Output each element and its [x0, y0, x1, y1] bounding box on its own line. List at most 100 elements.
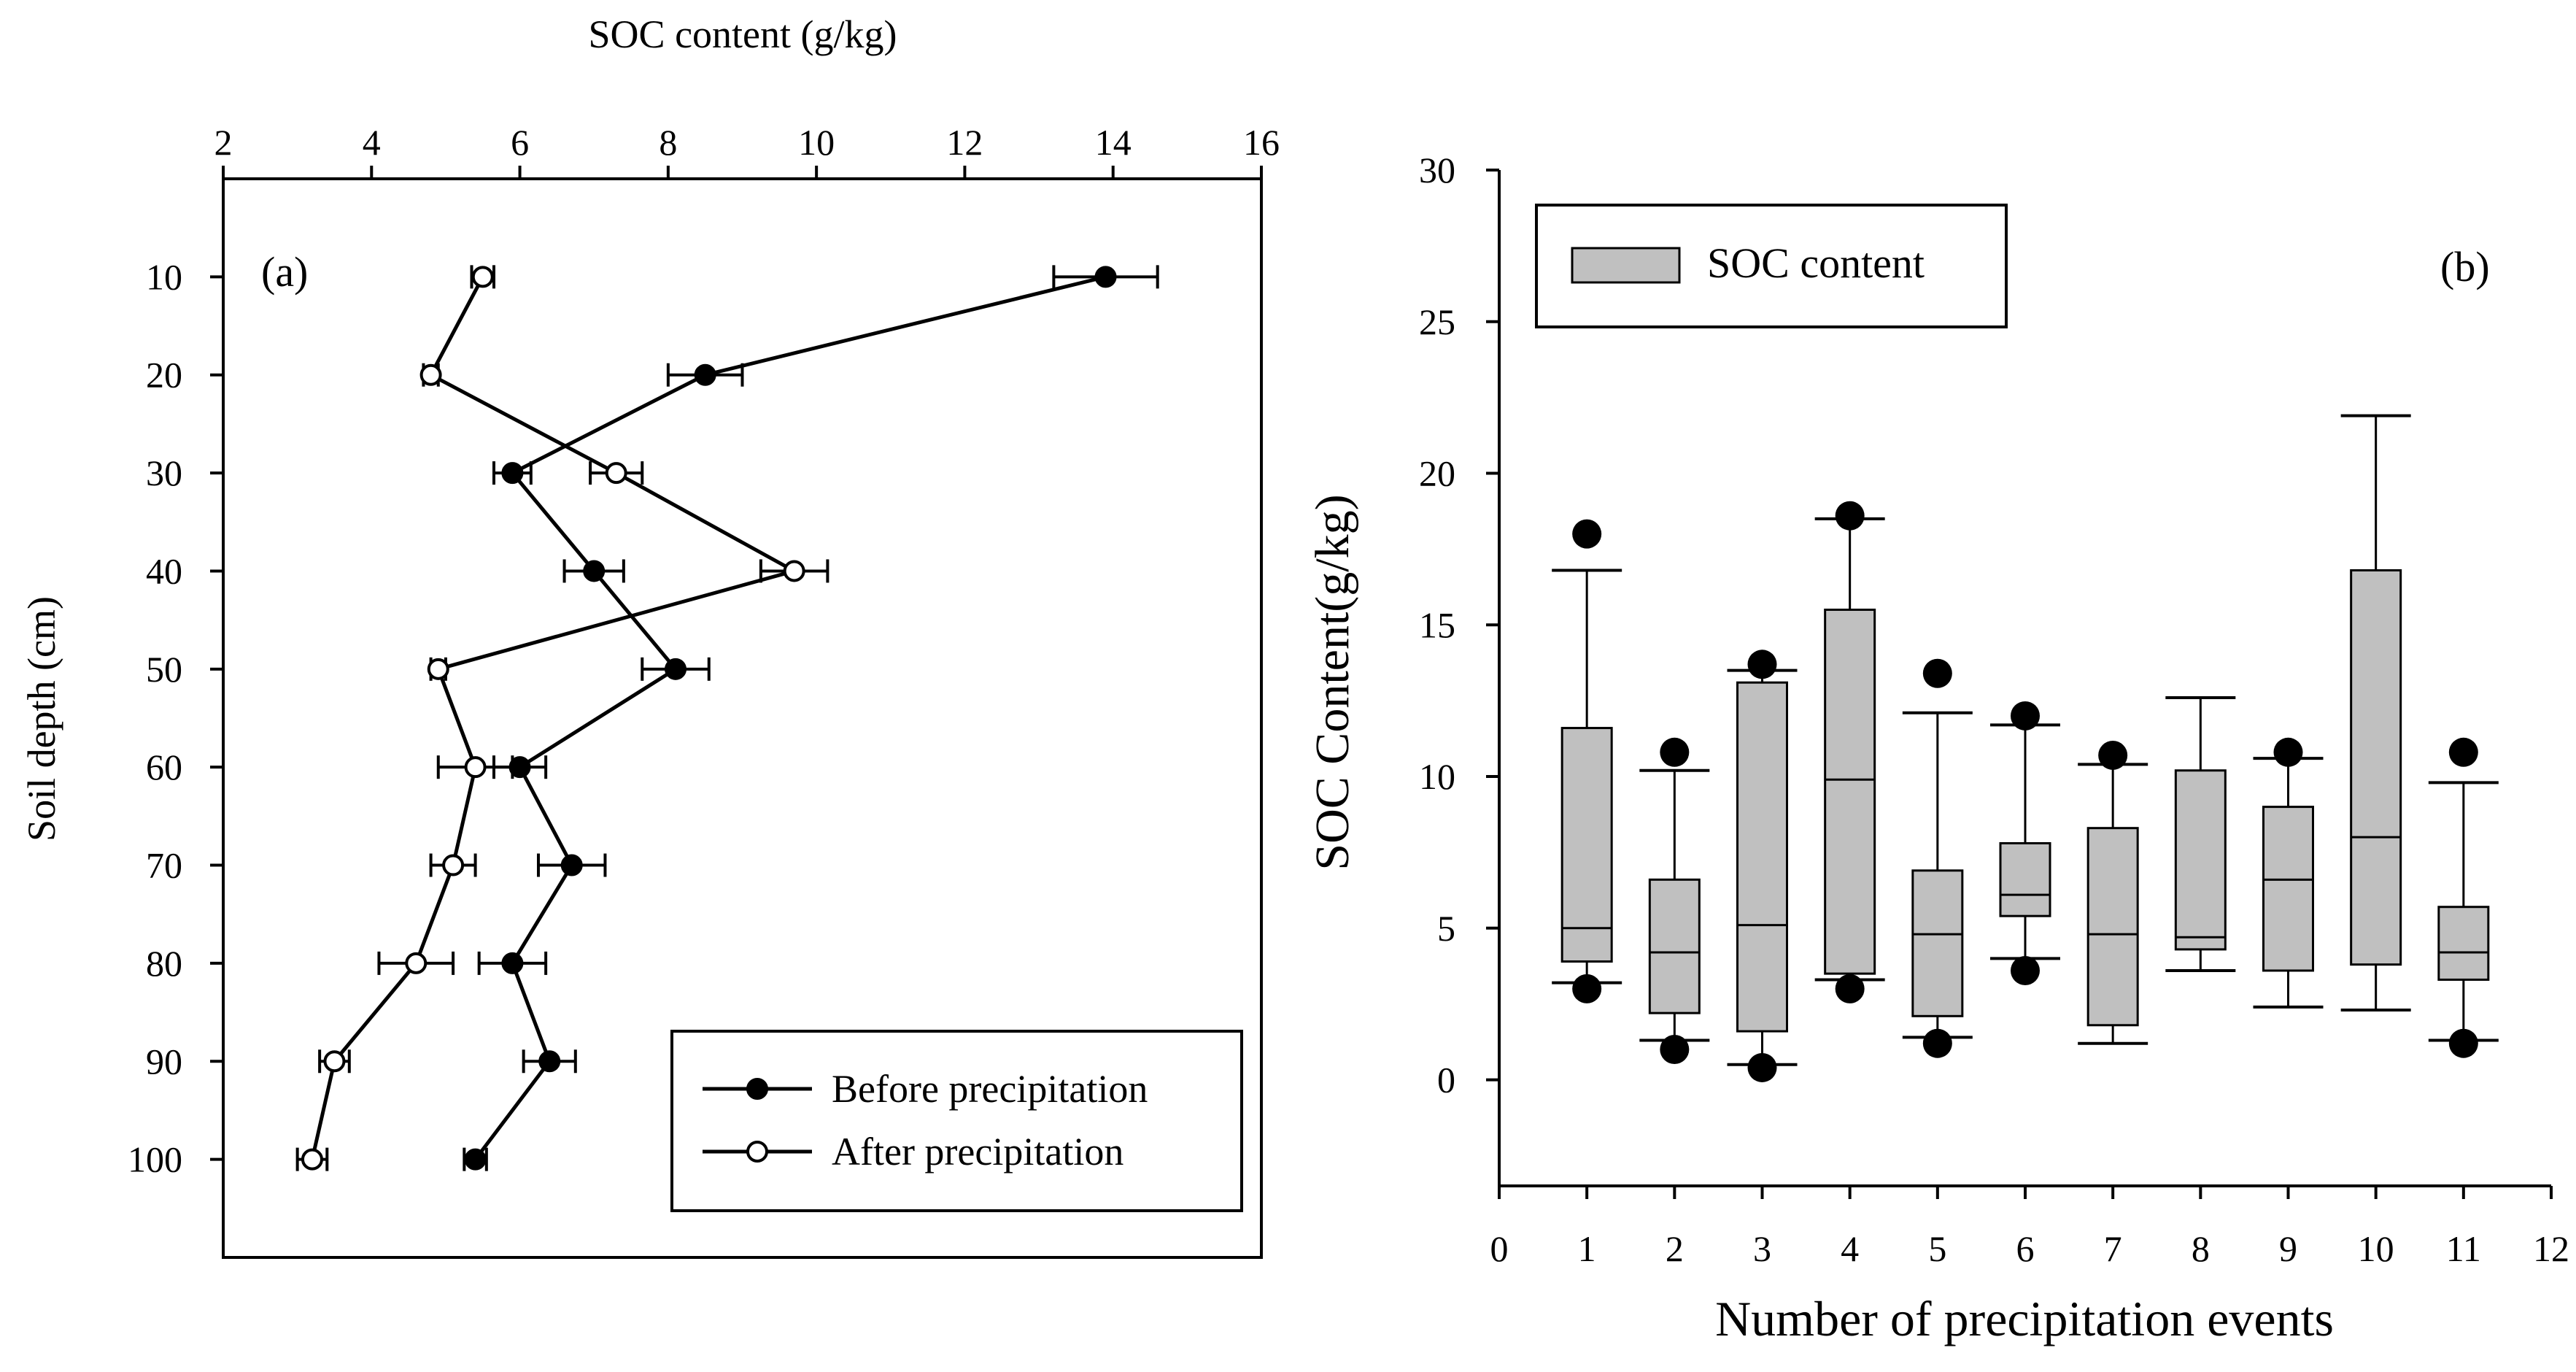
- box-outlier: [1572, 519, 1602, 549]
- box-iqr: [1648, 878, 1701, 1014]
- point-after: [471, 266, 494, 288]
- legend-after-label: After precipitation: [832, 1130, 1123, 1173]
- box-outlier: [1747, 650, 1777, 679]
- point-before: [694, 363, 716, 386]
- panel-a-label: (a): [261, 248, 308, 296]
- panel-a-y-tick-label: 10: [146, 256, 182, 297]
- panel-b-x-tick-label: 10: [2358, 1228, 2394, 1269]
- box-iqr: [2350, 569, 2402, 966]
- panel-b-boxes: [1552, 414, 2499, 1082]
- panel-b-x-axis-title: Number of precipitation events: [1715, 1291, 2334, 1346]
- box-outlier: [2011, 955, 2040, 985]
- point-before: [560, 854, 583, 876]
- panel-a-x-tick-label: 8: [659, 122, 677, 163]
- point-before: [538, 1050, 561, 1073]
- panel-b-x-tick-label: 9: [2279, 1228, 2297, 1269]
- panel-b-y-tick-label: 20: [1419, 453, 1455, 494]
- panel-a-y-tick-label: 90: [146, 1041, 182, 1082]
- box-outlier: [2448, 1028, 2478, 1058]
- panel-a-x-tick-label: 12: [946, 122, 983, 163]
- box-outlier: [1572, 974, 1602, 1003]
- point-before: [501, 462, 524, 485]
- point-before: [501, 952, 524, 974]
- box-iqr: [1560, 727, 1613, 963]
- panel-a-y-axis-title: Soil depth (cm): [20, 596, 63, 841]
- panel-b-x-ticks: 0 1 2 3 4 5 6 7 8 9 10 11 12: [1490, 1186, 2569, 1269]
- box-iqr: [2437, 906, 2490, 981]
- point-before: [665, 658, 687, 680]
- panel-a-y-ticks: 10 20 30 40 50 60 70 80 90 100: [128, 256, 223, 1180]
- panel-a-x-tick-label: 2: [214, 122, 233, 163]
- point-before: [1094, 266, 1117, 288]
- panel-a-x-tick-label: 4: [363, 122, 381, 163]
- point-after: [783, 560, 805, 582]
- panel-a-soc-depth-profile: 2 4 6 8 10 12 14 16 10 20 30 40 50 60 70 80 90 100 SOC c…: [20, 12, 1280, 1259]
- point-after: [605, 462, 627, 485]
- panel-b-y-ticks: 0 5 10 15 20 25 30: [1419, 150, 1499, 1101]
- box-iqr: [1824, 609, 1876, 975]
- box-iqr: [1911, 869, 1964, 1017]
- panel-a-x-tick-label: 10: [798, 122, 835, 163]
- box-outlier: [1922, 1028, 1952, 1058]
- point-after: [323, 1050, 346, 1073]
- point-after: [442, 854, 465, 876]
- box-iqr: [2086, 827, 2139, 1027]
- point-after: [301, 1148, 323, 1171]
- box-outlier: [2011, 701, 2040, 731]
- box-iqr: [1999, 841, 2051, 917]
- box-outlier: [2273, 737, 2303, 767]
- panel-b-x-tick-label: 1: [1578, 1228, 1596, 1269]
- point-before: [464, 1148, 487, 1171]
- panel-a-legend: Before precipitation After precipitation: [670, 1030, 1243, 1212]
- panel-b-label: (b): [2440, 243, 2490, 290]
- box-outlier: [1922, 658, 1952, 688]
- series-before-line: [473, 274, 1107, 1161]
- panel-a-x-tick-label: 6: [511, 122, 529, 163]
- point-before: [583, 560, 606, 582]
- panel-a-y-tick-label: 60: [146, 747, 182, 787]
- box-outlier: [2098, 740, 2128, 770]
- panel-a-y-tick-label: 40: [146, 550, 182, 591]
- panel-a-x-ticks: 2 4 6 8 10 12 14 16: [214, 122, 1280, 179]
- box-outlier: [1747, 1052, 1777, 1082]
- panel-b-y-tick-label: 30: [1419, 150, 1455, 190]
- panel-b-y-tick-label: 25: [1419, 301, 1455, 342]
- panel-b-x-tick-label: 4: [1841, 1228, 1859, 1269]
- panel-a-y-tick-label: 50: [146, 649, 182, 690]
- panel-b-x-tick-label: 7: [2104, 1228, 2122, 1269]
- panel-a-y-tick-label: 80: [146, 943, 182, 984]
- series-after-line: [310, 276, 800, 1160]
- panel-a-x-axis-title: SOC content (g/kg): [589, 12, 897, 56]
- panel-b-x-tick-label: 3: [1753, 1228, 1771, 1269]
- panel-a-y-tick-label: 70: [146, 845, 182, 886]
- point-after: [464, 756, 487, 779]
- panel-a-y-tick-label: 20: [146, 355, 182, 396]
- box-outlier: [1660, 737, 1690, 767]
- panel-b-x-tick-label: 12: [2533, 1228, 2569, 1269]
- panel-a-x-tick-label: 16: [1243, 122, 1280, 163]
- panel-a-legend-box: [670, 1030, 1243, 1212]
- panel-b-y-tick-label: 10: [1419, 756, 1455, 797]
- panel-b-x-tick-label: 8: [2192, 1228, 2210, 1269]
- panel-b-x-tick-label: 6: [2016, 1228, 2035, 1269]
- panel-b-x-tick-label: 5: [1928, 1228, 1946, 1269]
- box-iqr: [1736, 681, 1788, 1033]
- panel-b-x-tick-label: 11: [2446, 1228, 2481, 1269]
- panel-b-x-tick-label: 2: [1666, 1228, 1684, 1269]
- panel-a-y-tick-label: 100: [128, 1139, 182, 1180]
- box-iqr: [2174, 769, 2227, 951]
- legend-soc-label: SOC content: [1707, 239, 1925, 287]
- panel-b-y-axis-title: SOC Content(g/kg): [1306, 494, 1359, 870]
- box-outlier: [1835, 501, 1865, 531]
- point-after: [419, 363, 442, 386]
- panel-a-x-tick-label: 14: [1095, 122, 1132, 163]
- box-outlier: [1835, 974, 1865, 1003]
- panel-b-x-tick-label: 0: [1490, 1228, 1509, 1269]
- legend-before-marker: [746, 1078, 768, 1100]
- panel-b-y-tick-label: 5: [1437, 908, 1455, 949]
- box-outlier: [2448, 737, 2478, 767]
- legend-before-label: Before precipitation: [832, 1067, 1148, 1111]
- panel-a-series: [295, 265, 1159, 1171]
- box-outlier: [1660, 1035, 1690, 1065]
